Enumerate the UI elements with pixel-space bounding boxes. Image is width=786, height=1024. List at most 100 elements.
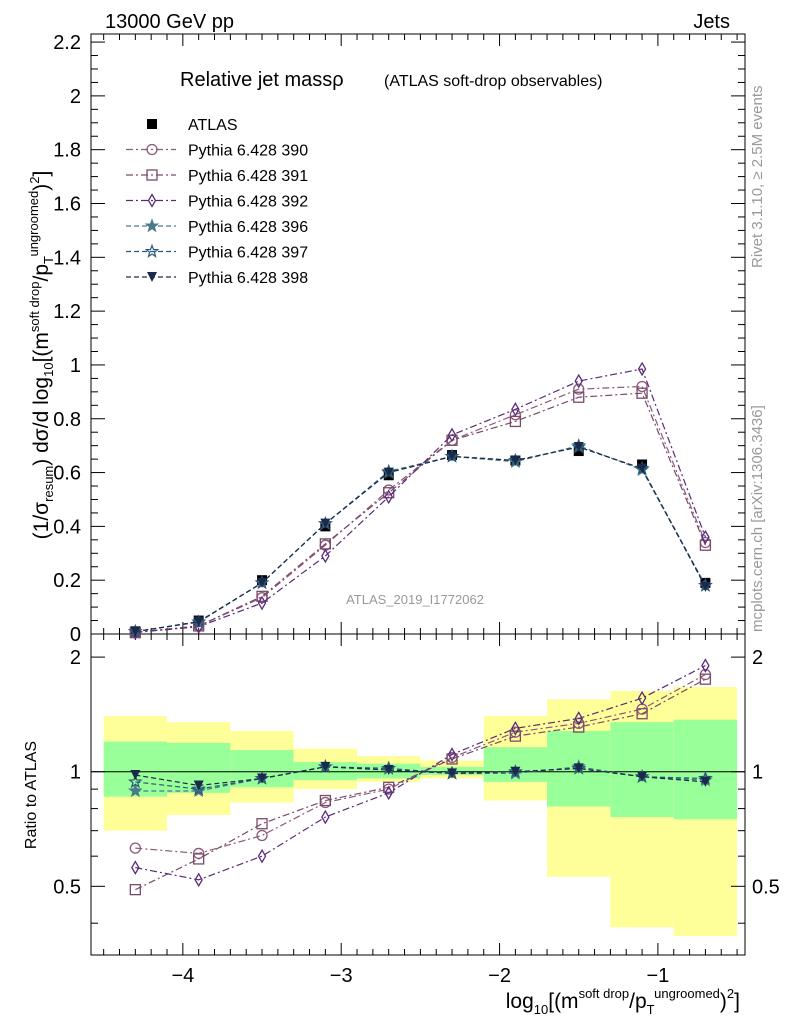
y-tick-label: 0.6 <box>53 463 81 485</box>
legend-marker <box>144 243 160 258</box>
series-line-4 <box>135 445 706 633</box>
ratio-line-2 <box>135 678 706 891</box>
ratio-point-series-2 <box>256 818 268 830</box>
series-line-2 <box>135 392 706 634</box>
legend-marker <box>146 169 158 181</box>
legend-label: Pythia 6.428 391 <box>188 168 308 185</box>
data-point-series-6 <box>193 616 204 627</box>
ratio-axis-title: Ratio to ATLAS <box>23 741 40 849</box>
ratio-point-series-2 <box>699 673 712 685</box>
data-point-series-3 <box>321 548 330 564</box>
data-point-series-3 <box>701 529 710 545</box>
ratio-point-series-3 <box>511 721 520 736</box>
data-point-series-2 <box>256 590 268 602</box>
legend-label: Pythia 6.428 396 <box>188 219 308 236</box>
data-point-series-1 <box>573 383 585 395</box>
legend-marker <box>147 272 157 282</box>
ratio-point-series-3 <box>257 848 267 864</box>
x-axis-title: log10[(msoft drop/pTungroomed)2] <box>506 986 740 1017</box>
data-point-series-6 <box>257 577 268 588</box>
ratio-point-series-6 <box>383 765 394 776</box>
data-point-series-2 <box>573 391 585 403</box>
ratio-point-series-6 <box>573 763 584 774</box>
mcplots-label: mcplots.cern.ch [arXiv:1306.3436] <box>749 405 766 632</box>
y-tick-label: 0.8 <box>53 409 81 431</box>
ratio-point-series-1 <box>256 829 268 842</box>
x-tick-label: −2 <box>488 965 511 987</box>
data-point-series-2 <box>636 387 648 399</box>
ratio-point-series-3 <box>321 809 330 825</box>
ratio-point-series-6 <box>447 768 458 779</box>
ratio-point-series-6 <box>510 766 521 777</box>
y-tick-label: 1.6 <box>53 194 81 216</box>
ratio-point-series-2 <box>319 794 332 807</box>
rivet-label: Rivet 3.1.10, ≥ 2.5M events <box>749 86 766 269</box>
ratio-point-series-3 <box>384 785 393 801</box>
ratio-point-series-3 <box>637 690 647 706</box>
legend-marker <box>146 143 158 156</box>
ratio-y-tick-label: 0.5 <box>53 876 81 898</box>
y-tick-label: 1.2 <box>53 301 81 323</box>
y-tick-label: 2 <box>70 86 81 108</box>
data-point-series-6 <box>383 467 394 478</box>
ratio-y-tick-label: 2 <box>70 647 81 669</box>
chart-subtitle: (ATLAS soft-drop observables) <box>384 73 602 90</box>
data-point-series-3 <box>447 427 457 443</box>
y-tick-label: 1.4 <box>53 247 81 269</box>
data-point-series-6 <box>573 442 584 453</box>
ratio-point-series-6 <box>700 776 711 787</box>
ratio-y-tick-label: 1 <box>70 762 81 784</box>
legend-marker <box>147 119 157 129</box>
ratio-point-series-2 <box>573 721 585 733</box>
data-point-series-2 <box>699 539 712 551</box>
data-point-series-3 <box>637 361 647 377</box>
ratio-point-series-3 <box>701 658 710 673</box>
data-point-series-6 <box>510 455 521 466</box>
chart-title: Relative jet massρ <box>180 69 344 91</box>
data-point-series-3 <box>574 373 583 389</box>
ratio-point-series-6 <box>130 770 141 781</box>
y-tick-label: 1.8 <box>53 140 81 162</box>
ratio-point-series-6 <box>257 773 268 784</box>
legend-marker <box>147 193 157 208</box>
legend-label: Pythia 6.428 390 <box>188 143 308 160</box>
legend-label: Pythia 6.428 398 <box>188 270 308 287</box>
ratio-point-series-5 <box>127 774 143 789</box>
ratio-point-series-2 <box>636 708 648 720</box>
svg-text:(1/σresum) dσ/d log10[(msoft d: (1/σresum) dσ/d log10[(msoft drop/pTungr… <box>26 171 56 540</box>
series-line-3 <box>135 368 706 633</box>
ratio-point-series-3 <box>131 860 140 875</box>
data-point-series-6 <box>320 518 331 529</box>
x-tick-label: −3 <box>330 965 353 987</box>
ratio-point-series-6 <box>193 780 204 791</box>
process-label: Jets <box>693 11 730 33</box>
ratio-line-3 <box>135 665 706 881</box>
ratio-point-series-2 <box>509 730 522 742</box>
ratio-plot-frame <box>90 633 746 956</box>
data-point-series-3 <box>257 595 267 611</box>
ratio-point-series-3 <box>574 711 583 726</box>
x-tick-label: −1 <box>646 965 669 987</box>
ratio-y-tick-label-right: 0.5 <box>752 876 780 898</box>
ratio-point-series-6 <box>637 771 648 782</box>
data-point-series-2 <box>383 487 395 499</box>
ratio-point-series-6 <box>320 761 331 772</box>
band-green-9 <box>673 719 738 820</box>
x-tick-label: −4 <box>171 965 194 987</box>
legend-label: Pythia 6.428 397 <box>188 245 308 262</box>
ratio-line-6 <box>135 766 706 787</box>
ratio-point-series-5 <box>191 781 207 796</box>
data-point-series-6 <box>700 581 711 592</box>
data-point-series-6 <box>637 463 648 474</box>
y-axis-title: (1/σresum) dσ/d log10[(msoft drop/pTungr… <box>26 171 56 540</box>
energy-label: 13000 GeV pp <box>105 11 234 33</box>
legend-label: Pythia 6.428 392 <box>188 194 308 211</box>
ratio-point-series-3 <box>447 747 457 762</box>
ratio-y-tick-label-right: 2 <box>752 647 763 669</box>
y-tick-label: 0 <box>70 624 81 646</box>
y-tick-label: 1 <box>70 355 81 377</box>
ratio-point-series-2 <box>193 853 205 865</box>
y-tick-label: 0.4 <box>53 516 81 538</box>
legend-marker <box>144 218 160 233</box>
y-tick-label: 0.2 <box>53 570 81 592</box>
